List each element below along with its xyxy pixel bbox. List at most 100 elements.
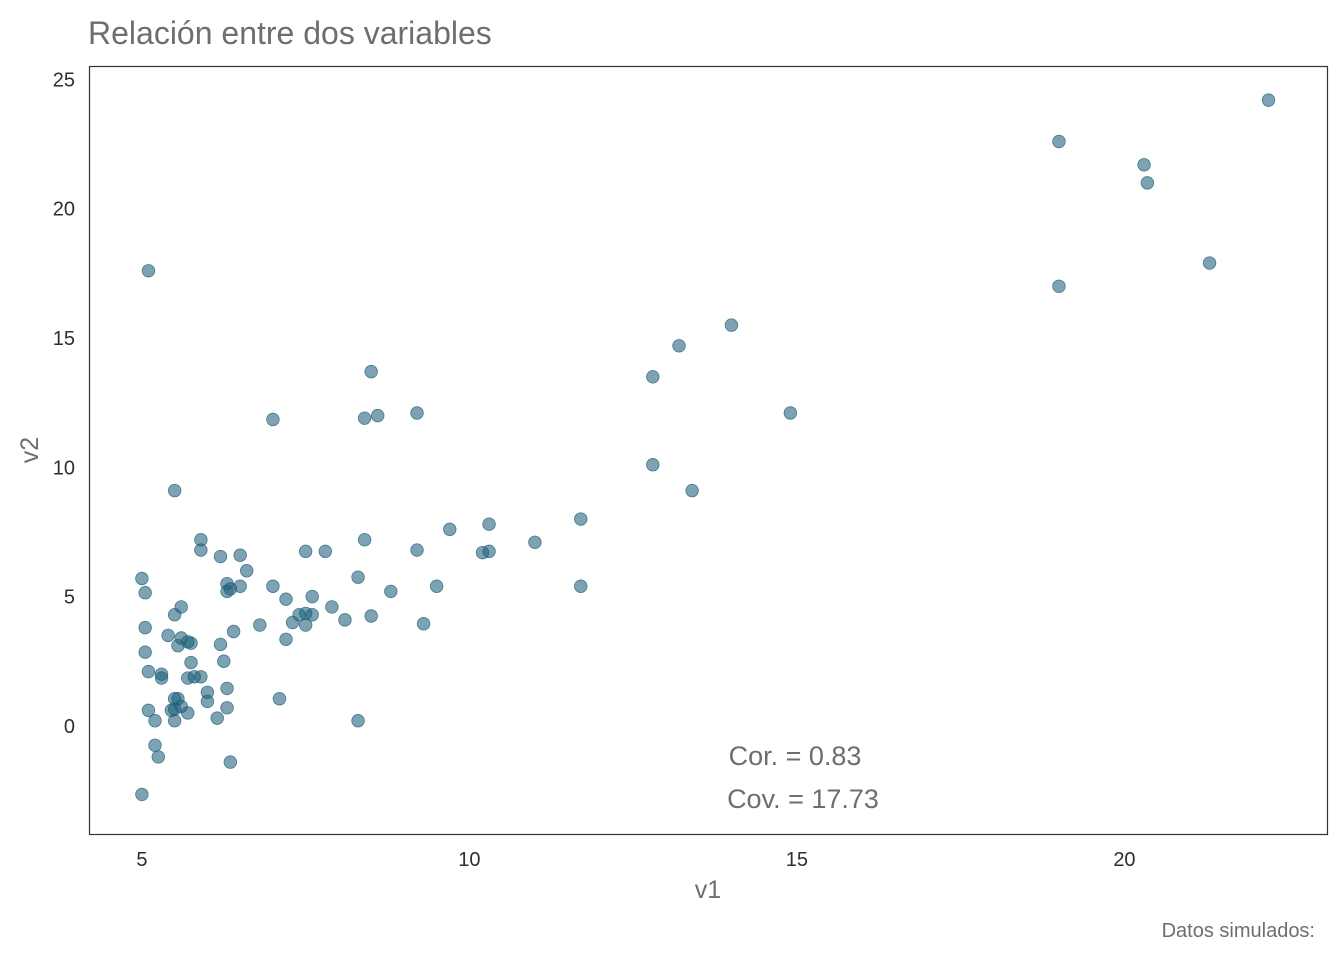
data-point (305, 589, 319, 604)
data-point (285, 615, 300, 630)
x-tick-label: 20 (1113, 849, 1135, 871)
data-point (223, 755, 238, 769)
data-point (1137, 158, 1151, 172)
data-point (357, 533, 372, 547)
data-point (167, 702, 182, 716)
plot-panel-border (88, 65, 1329, 836)
data-point (646, 370, 660, 384)
data-point (220, 701, 234, 715)
data-point (148, 714, 162, 728)
data-point (217, 654, 231, 668)
data-point (298, 544, 313, 559)
data-point (181, 706, 195, 720)
data-point (266, 579, 280, 593)
data-point (226, 624, 241, 639)
data-point (161, 628, 175, 643)
chart-title: Relación entre dos variables (88, 15, 492, 51)
data-point (574, 579, 588, 593)
x-tick-label: 10 (458, 849, 480, 871)
data-point (135, 571, 149, 586)
data-point (151, 750, 165, 764)
data-point (298, 618, 313, 632)
data-point (646, 458, 660, 472)
data-point (574, 512, 588, 526)
y-axis-ticks: 0 5 10 15 20 25 (53, 69, 75, 737)
data-point (200, 694, 215, 709)
data-point (357, 411, 372, 425)
data-point (135, 787, 149, 802)
data-point (528, 535, 542, 549)
data-point (167, 714, 182, 728)
data-point (305, 608, 319, 622)
data-point (167, 608, 182, 622)
data-point (482, 517, 496, 531)
data-point (685, 483, 699, 498)
data-point (325, 600, 339, 614)
data-point (1202, 256, 1217, 270)
y-tick-label: 0 (64, 716, 75, 738)
x-tick-label: 15 (786, 849, 808, 871)
data-point (410, 543, 424, 557)
data-point (220, 681, 234, 696)
data-point (138, 586, 152, 600)
data-points (135, 93, 1276, 802)
data-point (351, 714, 365, 728)
data-point (384, 584, 398, 599)
covariance-annotation: Cov. = 17.73 (727, 784, 879, 814)
data-point (1140, 176, 1155, 190)
y-tick-label: 10 (53, 457, 75, 479)
x-axis-ticks: 5 10 15 20 (136, 849, 1135, 871)
data-point (1052, 279, 1066, 293)
data-point (184, 655, 198, 670)
y-tick-label: 20 (53, 199, 75, 221)
data-point (171, 639, 185, 653)
data-point (279, 632, 293, 646)
data-point (1261, 93, 1276, 107)
data-point (210, 711, 224, 725)
data-point (364, 364, 378, 379)
data-point (194, 670, 208, 684)
y-tick-label: 25 (53, 69, 75, 91)
data-point (410, 406, 424, 420)
data-point (1052, 134, 1066, 149)
data-point (141, 664, 156, 679)
data-point (416, 617, 431, 631)
data-point (154, 671, 169, 685)
data-point (371, 408, 385, 423)
y-axis-label: v2 (16, 437, 44, 463)
data-point (184, 636, 198, 650)
data-point (443, 522, 457, 537)
data-point (318, 544, 333, 559)
data-point (351, 570, 365, 584)
data-point (783, 406, 798, 420)
data-point (724, 318, 739, 332)
data-point (141, 703, 156, 718)
y-tick-label: 5 (64, 587, 75, 609)
data-point (338, 613, 352, 627)
data-point (429, 579, 444, 593)
data-point (148, 738, 162, 752)
data-point (194, 543, 208, 557)
data-point (138, 620, 152, 635)
data-point (213, 637, 228, 652)
data-point (253, 618, 267, 632)
x-tick-label: 5 (136, 849, 147, 871)
data-point (672, 339, 686, 353)
data-point (240, 564, 254, 578)
data-point (213, 549, 228, 564)
correlation-annotation: Cor. = 0.83 (729, 741, 862, 771)
data-point (233, 548, 247, 562)
data-point (482, 544, 496, 559)
data-point (167, 483, 182, 498)
data-point (138, 645, 152, 659)
x-axis-label: v1 (695, 876, 721, 904)
data-point (233, 579, 247, 593)
data-point (266, 412, 280, 427)
y-tick-label: 15 (53, 328, 75, 350)
data-point (364, 609, 378, 623)
chart-caption: Datos simulados: (1162, 920, 1315, 942)
data-point (279, 592, 293, 606)
data-point (141, 264, 156, 278)
data-point (272, 692, 287, 706)
